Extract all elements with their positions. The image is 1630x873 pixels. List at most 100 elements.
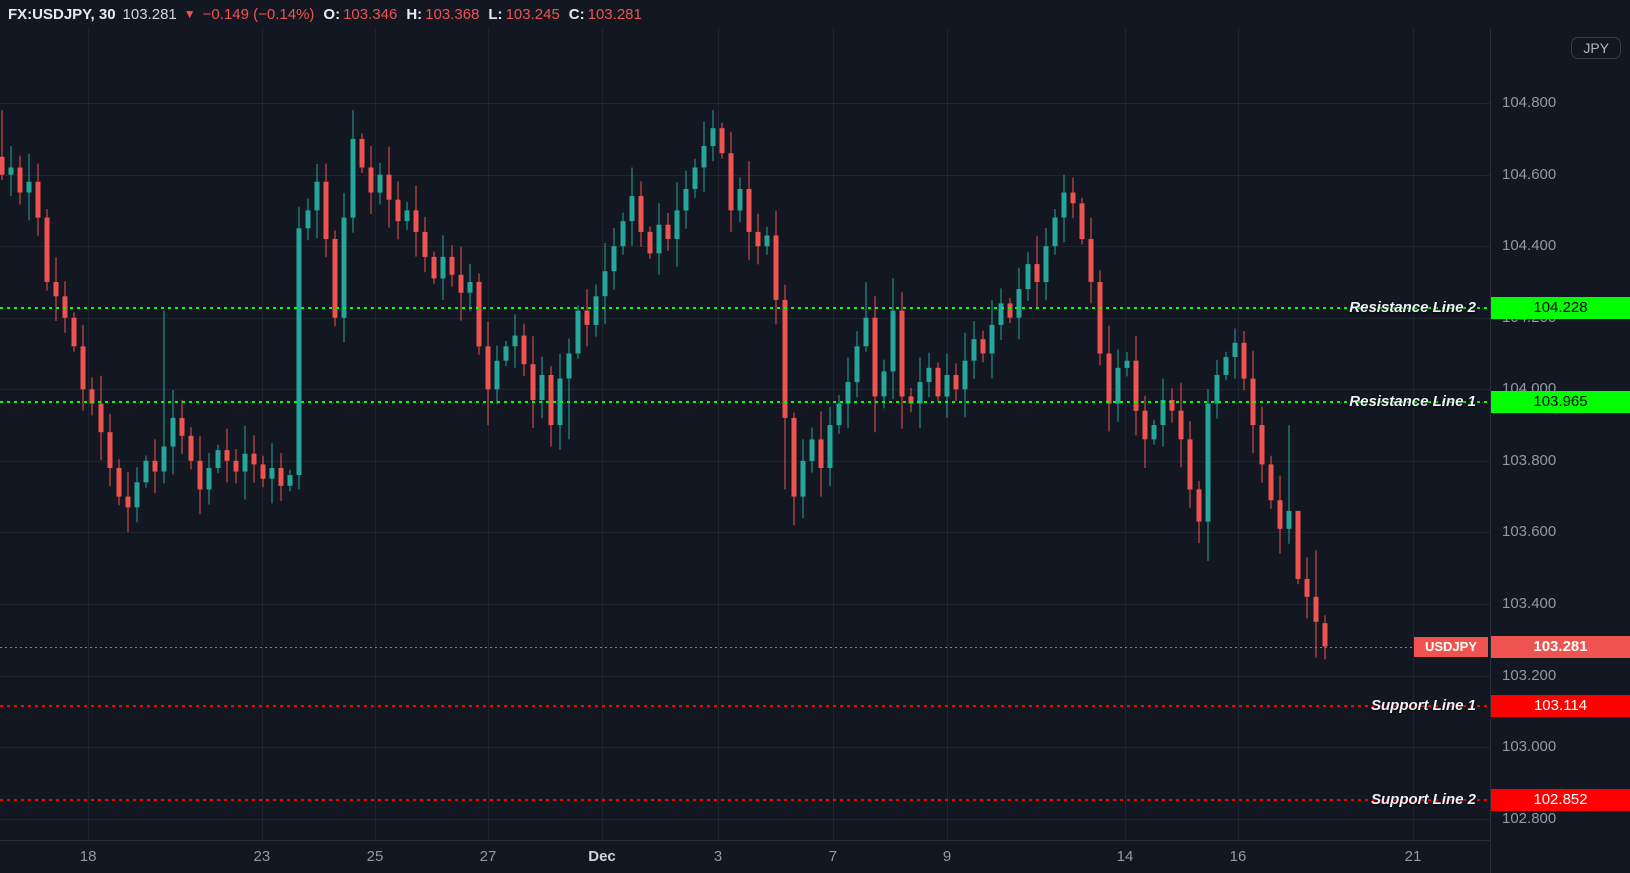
price-tick-label: 104.600 bbox=[1502, 165, 1557, 183]
candle-body bbox=[98, 403, 104, 433]
candle-body bbox=[1295, 510, 1301, 579]
time-axis[interactable]: 18 23 25 27 Dec 3 7 9 14 16 21 bbox=[0, 840, 1630, 873]
horizontal-gridline bbox=[0, 532, 1490, 534]
candle-body bbox=[692, 167, 698, 189]
candle-body bbox=[386, 174, 392, 200]
candle-body bbox=[395, 199, 401, 222]
price-down-arrow-icon: ▼ bbox=[183, 7, 196, 21]
candle-body bbox=[1151, 425, 1157, 440]
candle-body bbox=[1241, 342, 1247, 379]
candle-body bbox=[179, 417, 185, 436]
level-price-badge: 102.852 bbox=[1491, 788, 1630, 811]
candle-body bbox=[575, 310, 581, 354]
candle-body bbox=[17, 167, 23, 193]
candle-body bbox=[1142, 410, 1148, 440]
candle-body bbox=[296, 228, 302, 476]
support-line-2-line[interactable] bbox=[0, 798, 1490, 801]
candle-body bbox=[602, 271, 608, 297]
resistance-line-1-line[interactable] bbox=[0, 400, 1490, 403]
price-tick-label: 103.800 bbox=[1502, 451, 1557, 469]
level-label[interactable]: Resistance Line 1 bbox=[1349, 392, 1476, 410]
level-label[interactable]: Support Line 2 bbox=[1371, 790, 1476, 808]
candle-body bbox=[872, 317, 878, 397]
candle-body bbox=[584, 310, 590, 325]
candle-body bbox=[377, 174, 383, 193]
candle-body bbox=[1223, 357, 1229, 375]
support-line-1-line[interactable] bbox=[0, 705, 1490, 708]
candle-body bbox=[188, 435, 194, 461]
candle-body bbox=[107, 432, 113, 468]
candle-body bbox=[449, 256, 455, 275]
price-tick-label: 103.000 bbox=[1502, 738, 1557, 755]
candle-body bbox=[44, 217, 50, 282]
candle-body bbox=[512, 335, 518, 347]
candle-body bbox=[1178, 410, 1184, 440]
candle-body bbox=[233, 460, 239, 472]
resistance-line-2-line[interactable] bbox=[0, 306, 1490, 309]
candle-body bbox=[656, 224, 662, 254]
vertical-gridline bbox=[261, 28, 263, 840]
candle-body bbox=[476, 282, 482, 347]
price-tick-label: 104.400 bbox=[1502, 237, 1557, 255]
candle-body bbox=[944, 375, 950, 397]
candle-body bbox=[251, 453, 257, 465]
candle-body bbox=[1043, 246, 1049, 282]
time-tick-label: 27 bbox=[479, 848, 497, 865]
price-tick-label: 102.800 bbox=[1502, 809, 1557, 827]
candle-body bbox=[1133, 360, 1139, 411]
candle-body bbox=[674, 210, 680, 239]
candle-body bbox=[1214, 375, 1220, 404]
ohlc-high-value: 103.368 bbox=[425, 5, 480, 23]
candle-body bbox=[161, 446, 167, 472]
vertical-gridline bbox=[488, 28, 489, 840]
level-label[interactable]: Support Line 1 bbox=[1371, 697, 1476, 715]
level-label[interactable]: Resistance Line 2 bbox=[1349, 298, 1476, 316]
vertical-gridline bbox=[88, 28, 90, 840]
time-tick-label: 9 bbox=[942, 848, 952, 865]
candle-body bbox=[422, 231, 428, 257]
candle-body bbox=[629, 196, 635, 222]
candle-body bbox=[314, 181, 320, 211]
candle-body bbox=[863, 317, 869, 347]
candle-body bbox=[305, 210, 311, 229]
candle-body bbox=[1205, 403, 1211, 522]
ohlc-open-label: O: bbox=[323, 5, 341, 23]
horizontal-gridline bbox=[0, 174, 1490, 176]
time-tick-label: 21 bbox=[1404, 848, 1422, 865]
horizontal-gridline bbox=[0, 389, 1490, 391]
candle-body bbox=[359, 138, 365, 168]
candle-body bbox=[611, 246, 617, 272]
last-price-line bbox=[0, 646, 1490, 648]
level-price-badge: 103.114 bbox=[1491, 695, 1630, 718]
vertical-gridline bbox=[1413, 28, 1414, 840]
price-tick-label: 103.400 bbox=[1502, 594, 1557, 612]
candle-body bbox=[908, 396, 914, 404]
price-axis[interactable]: JPY 104.800104.600104.400104.200104.0001… bbox=[1490, 28, 1630, 873]
horizontal-gridline bbox=[0, 747, 1490, 748]
horizontal-gridline bbox=[0, 103, 1490, 105]
candle-body bbox=[1052, 217, 1058, 247]
horizontal-gridline bbox=[0, 246, 1490, 248]
candle-body bbox=[926, 367, 932, 383]
candle-body bbox=[665, 224, 671, 239]
candle-body bbox=[746, 189, 752, 232]
candle-body bbox=[962, 360, 968, 390]
candle-body bbox=[1232, 342, 1238, 358]
candle-body bbox=[845, 382, 851, 404]
candle-body bbox=[323, 181, 329, 239]
candle-body bbox=[53, 282, 59, 297]
candle-body bbox=[440, 256, 446, 279]
last-price-badge: 103.281 bbox=[1491, 635, 1630, 658]
vertical-gridline bbox=[1125, 28, 1126, 840]
candle-body bbox=[782, 299, 788, 418]
ohlc-close-value: 103.281 bbox=[587, 5, 642, 23]
candle-body bbox=[719, 128, 725, 154]
candle-body bbox=[1268, 464, 1274, 501]
currency-toggle-button[interactable]: JPY bbox=[1571, 37, 1621, 59]
vertical-gridline bbox=[832, 28, 834, 840]
candle-body bbox=[737, 189, 743, 211]
symbol-interval[interactable]: FX:USDJPY, 30 bbox=[8, 5, 116, 23]
candle-body bbox=[458, 274, 464, 293]
candle-body bbox=[728, 153, 734, 211]
chart-pane[interactable]: Resistance Line 2 Resistance Line 1 Suppor… bbox=[0, 28, 1490, 840]
